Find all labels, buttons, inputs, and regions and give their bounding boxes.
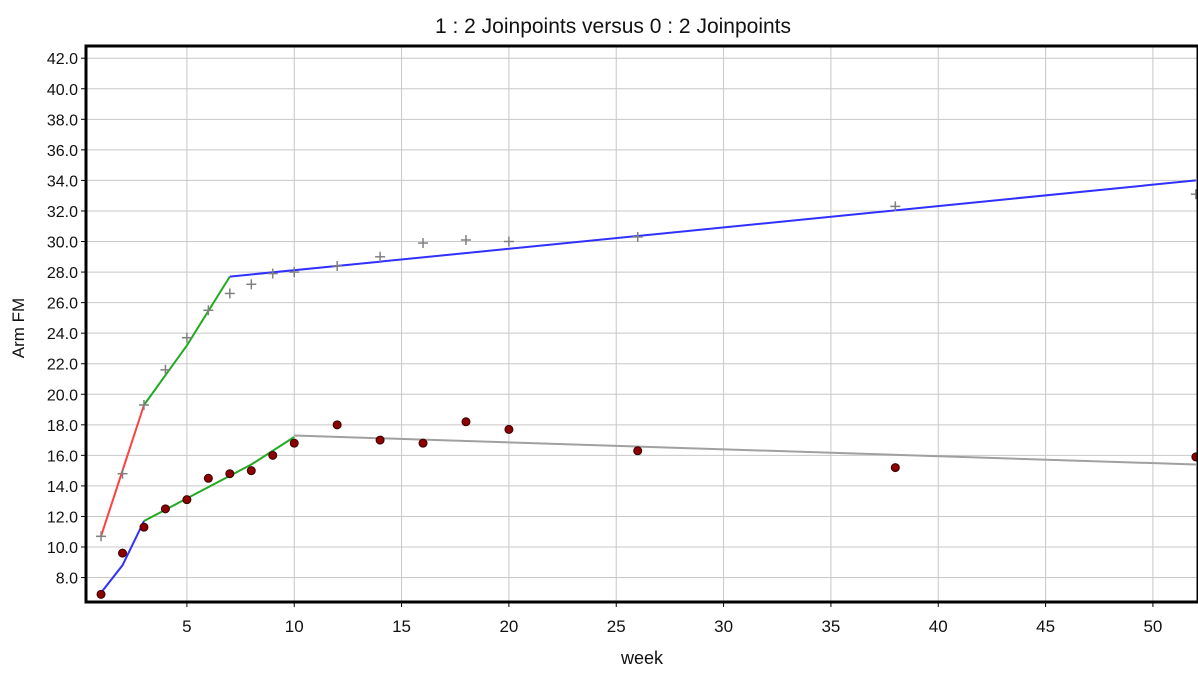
y-tick-label: 32.0 <box>47 204 78 221</box>
y-tick-label: 18.0 <box>47 418 78 435</box>
y-tick-label: 8.0 <box>56 571 78 588</box>
y-tick-label: 10.0 <box>47 540 78 557</box>
data-point-dot <box>246 466 256 476</box>
data-point-dot <box>1191 452 1198 462</box>
data-point-dot <box>96 589 106 599</box>
data-point-plus <box>418 238 429 249</box>
data-point-dot <box>268 450 278 460</box>
data-point-plus <box>203 305 214 316</box>
data-point-dot <box>418 438 428 448</box>
data-point-plus <box>96 531 107 542</box>
y-axis-ticks: 8.0 10.0 12.0 14.0 16.0 18.0 20.0 22.0 24.0 26.0 2… <box>47 51 86 588</box>
y-tick-label: 26.0 <box>47 296 78 313</box>
fit-segment <box>229 179 1196 278</box>
x-axis-label: week <box>620 648 664 668</box>
y-tick-label: 30.0 <box>47 235 78 252</box>
data-point-plus <box>181 332 192 343</box>
x-tick-label: 10 <box>285 617 304 636</box>
y-tick-label: 42.0 <box>47 51 78 68</box>
data-point-plus <box>138 399 149 410</box>
y-tick-label: 24.0 <box>47 326 78 343</box>
data-point-plus <box>224 288 235 299</box>
y-tick-label: 12.0 <box>47 509 78 526</box>
y-axis-label: Arm FM <box>9 298 28 358</box>
data-point-dot <box>332 420 342 430</box>
data-point-plus <box>375 251 386 262</box>
y-tick-label: 14.0 <box>47 479 78 496</box>
data-point-dot <box>504 424 514 434</box>
fit-lines <box>100 179 1196 594</box>
data-point-plus <box>332 260 343 271</box>
grid-lines <box>86 46 1198 602</box>
data-point-plus <box>160 364 171 375</box>
y-tick-label: 16.0 <box>47 448 78 465</box>
fit-segment <box>294 434 1196 466</box>
data-point-plus <box>503 236 514 247</box>
fit-segment <box>100 520 145 594</box>
data-point-plus <box>632 231 643 242</box>
chart-title: 1 : 2 Joinpoints versus 0 : 2 Joinpoints <box>435 15 791 38</box>
data-point-dot <box>139 522 149 532</box>
data-point-dot <box>289 438 299 448</box>
fit-segment <box>143 276 231 406</box>
data-point-dot <box>633 446 643 456</box>
data-points <box>96 189 1198 599</box>
data-point-dot <box>375 435 385 445</box>
y-tick-label: 38.0 <box>47 112 78 129</box>
data-point-dot <box>225 469 235 479</box>
data-point-dot <box>160 504 170 514</box>
data-point-plus <box>460 234 471 245</box>
x-tick-label: 45 <box>1036 617 1055 636</box>
data-point-dot <box>890 463 900 473</box>
data-point-dot <box>203 473 213 483</box>
y-tick-label: 40.0 <box>47 82 78 99</box>
x-tick-label: 35 <box>821 617 840 636</box>
y-tick-label: 22.0 <box>47 357 78 374</box>
data-point-dot <box>117 548 127 558</box>
x-tick-label: 25 <box>607 617 626 636</box>
x-tick-label: 50 <box>1143 617 1162 636</box>
data-point-plus <box>117 468 128 479</box>
y-tick-label: 34.0 <box>47 173 78 190</box>
y-tick-label: 36.0 <box>47 143 78 160</box>
data-point-plus <box>289 267 300 278</box>
data-point-dot <box>461 417 471 427</box>
x-axis-ticks: 5 10 15 20 25 30 35 40 45 50 <box>182 602 1162 636</box>
data-point-dot <box>182 495 192 505</box>
y-tick-label: 28.0 <box>47 265 78 282</box>
data-point-plus <box>246 279 257 290</box>
data-point-plus <box>1190 189 1198 200</box>
fit-segment <box>143 436 295 522</box>
plot-area-frame <box>84 44 1198 604</box>
x-tick-label: 15 <box>392 617 411 636</box>
y-tick-label: 20.0 <box>47 387 78 404</box>
data-point-plus <box>267 268 278 279</box>
x-tick-label: 40 <box>929 617 948 636</box>
x-tick-label: 30 <box>714 617 733 636</box>
data-point-plus <box>890 201 901 212</box>
x-tick-label: 20 <box>499 617 518 636</box>
x-tick-label: 5 <box>182 617 191 636</box>
